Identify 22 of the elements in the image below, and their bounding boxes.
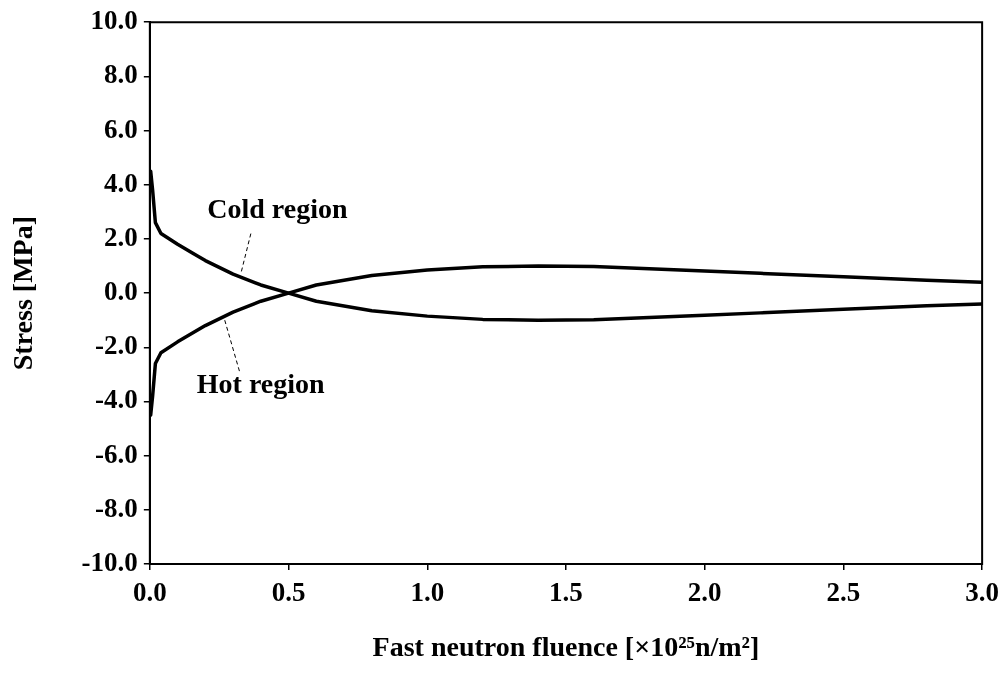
annotation: Cold region [207,192,348,224]
x-tick-label: 1.5 [549,577,583,608]
x-tick-label: 1.0 [410,577,445,608]
y-tick-label: 4.0 [104,167,138,198]
y-tick-label: -8.0 [95,492,138,523]
y-tick-label: 0.0 [104,276,138,307]
y-tick-label: -4.0 [95,384,138,415]
y-tick-label: 6.0 [104,113,138,144]
y-axis-title: Stress [MPa] [7,215,39,371]
x-axis-title: Fast neutron fluence [×10²⁵n/m²] [372,631,760,663]
x-tick-label: 2.5 [826,577,861,608]
x-tick-label: 0.0 [132,577,167,608]
y-tick-label: 10.0 [90,5,138,36]
x-tick-label: 0.5 [271,577,306,608]
x-tick-label: 3.0 [965,577,999,608]
y-tick-label: 2.0 [104,221,138,252]
annotation: Hot region [196,368,326,400]
y-tick-label: 8.0 [104,59,138,90]
y-tick-label: -10.0 [81,546,138,577]
y-tick-label: -2.0 [95,330,138,361]
x-tick-label: 2.0 [687,577,722,608]
y-tick-label: -6.0 [95,438,138,469]
